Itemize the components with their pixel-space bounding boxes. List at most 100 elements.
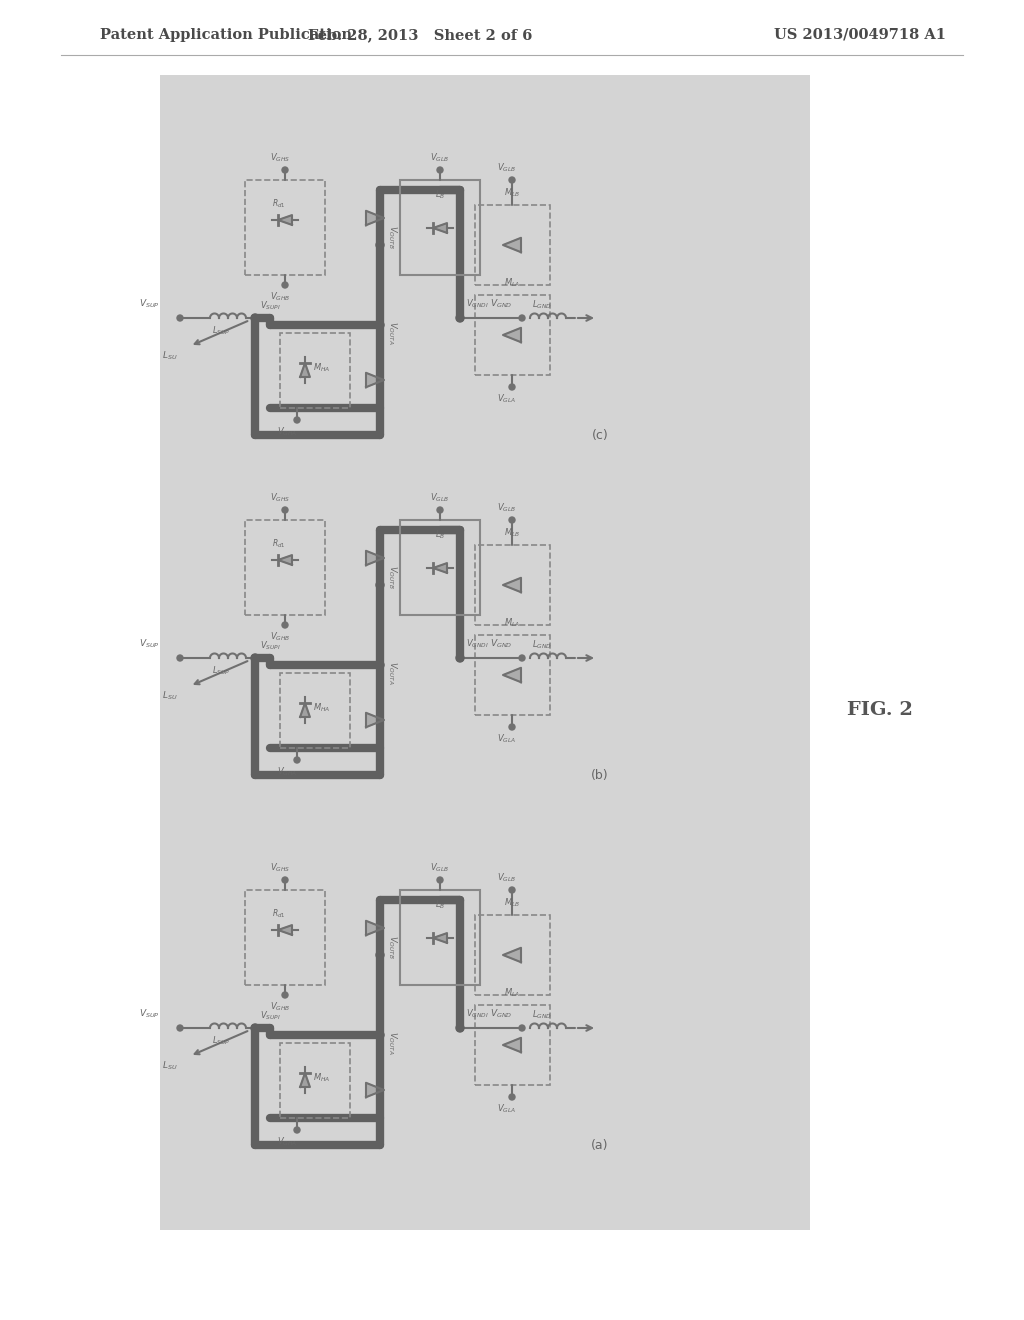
Circle shape	[282, 168, 288, 173]
Circle shape	[282, 622, 288, 628]
Circle shape	[251, 653, 259, 663]
Circle shape	[509, 517, 515, 523]
Text: $V_{GLB}$: $V_{GLB}$	[498, 162, 516, 174]
Bar	[475, 545, 550, 624]
Text: $V_{GHA}$: $V_{GHA}$	[276, 766, 297, 779]
Text: $V_{GND}$: $V_{GND}$	[489, 638, 512, 651]
Text: $V_{GHA}$: $V_{GHA}$	[276, 1135, 297, 1148]
Text: (b): (b)	[591, 768, 609, 781]
Bar	[400, 180, 480, 275]
Text: $L_B$: $L_B$	[435, 899, 445, 911]
Polygon shape	[366, 1082, 384, 1097]
Text: $M_{LA}$: $M_{LA}$	[504, 987, 520, 999]
Text: $V_{GHS}$: $V_{GHS}$	[270, 862, 290, 874]
Text: $V_{GLB}$: $V_{GLB}$	[430, 492, 450, 504]
Text: $V_{GLA}$: $V_{GLA}$	[498, 733, 516, 746]
Polygon shape	[300, 363, 310, 378]
Text: $V_{OUTB}$: $V_{OUTB}$	[386, 224, 398, 249]
Bar	[280, 673, 350, 748]
Circle shape	[509, 177, 515, 183]
Text: $V_{GLB}$: $V_{GLB}$	[430, 152, 450, 164]
Circle shape	[519, 655, 525, 661]
Circle shape	[437, 168, 443, 173]
Circle shape	[456, 314, 464, 322]
Polygon shape	[433, 933, 447, 942]
Polygon shape	[300, 704, 310, 717]
Text: $M_{LB}$: $M_{LB}$	[504, 186, 520, 199]
Text: $M_{LB}$: $M_{LB}$	[504, 527, 520, 540]
Circle shape	[376, 242, 384, 249]
Circle shape	[437, 507, 443, 513]
Text: $V_{OUTB}$: $V_{OUTB}$	[386, 565, 398, 589]
Circle shape	[376, 661, 384, 669]
Polygon shape	[433, 223, 447, 232]
Circle shape	[456, 1024, 464, 1032]
Text: $V_{GNDI}$: $V_{GNDI}$	[466, 1007, 488, 1020]
Text: (a): (a)	[591, 1138, 608, 1151]
Text: Patent Application Publication: Patent Application Publication	[100, 28, 352, 42]
Circle shape	[294, 417, 300, 422]
Bar	[475, 1005, 550, 1085]
Text: $V_{SUP}$: $V_{SUP}$	[139, 638, 160, 651]
Text: $L_{SU}$: $L_{SU}$	[162, 1060, 178, 1072]
Text: $V_{OUTA}$: $V_{OUTA}$	[386, 1031, 398, 1055]
Circle shape	[437, 876, 443, 883]
Text: $V_{GNDI}$: $V_{GNDI}$	[466, 298, 488, 310]
Polygon shape	[503, 327, 521, 342]
Bar	[280, 333, 350, 408]
Text: $M_{HA}$: $M_{HA}$	[313, 702, 331, 714]
Bar	[475, 635, 550, 715]
Text: $L_{GND}$: $L_{GND}$	[532, 298, 552, 312]
Polygon shape	[366, 372, 384, 387]
Circle shape	[509, 1094, 515, 1100]
Bar	[475, 294, 550, 375]
Circle shape	[509, 723, 515, 730]
Text: $V_{GLB}$: $V_{GLB}$	[498, 871, 516, 884]
Text: $V_{GLB}$: $V_{GLB}$	[498, 502, 516, 515]
Text: $V_{SUP}$: $V_{SUP}$	[139, 1007, 160, 1020]
Text: $V_{GHA}$: $V_{GHA}$	[276, 426, 297, 438]
Bar	[400, 890, 480, 985]
Circle shape	[177, 1026, 183, 1031]
Bar	[245, 180, 325, 275]
Circle shape	[376, 1031, 384, 1039]
Text: $V_{GHB}$: $V_{GHB}$	[269, 631, 290, 643]
Text: $L_{SU}$: $L_{SU}$	[162, 690, 178, 702]
Bar	[400, 520, 480, 615]
Text: $V_{GHB}$: $V_{GHB}$	[269, 290, 290, 304]
Circle shape	[376, 950, 384, 960]
Circle shape	[282, 993, 288, 998]
Circle shape	[519, 315, 525, 321]
Text: $M_{LB}$: $M_{LB}$	[504, 896, 520, 909]
Text: $V_{GND}$: $V_{GND}$	[489, 1007, 512, 1020]
Circle shape	[519, 1026, 525, 1031]
Text: $V_{OUTB}$: $V_{OUTB}$	[386, 935, 398, 958]
Text: FIG. 2: FIG. 2	[847, 701, 913, 719]
Circle shape	[294, 1127, 300, 1133]
Text: US 2013/0049718 A1: US 2013/0049718 A1	[774, 28, 946, 42]
Bar	[245, 890, 325, 985]
Text: $V_{GHS}$: $V_{GHS}$	[270, 492, 290, 504]
Circle shape	[251, 1024, 259, 1032]
Circle shape	[509, 887, 515, 894]
Text: $V_{GLA}$: $V_{GLA}$	[498, 1102, 516, 1115]
Circle shape	[376, 581, 384, 589]
Polygon shape	[278, 925, 292, 935]
Text: Feb. 28, 2013   Sheet 2 of 6: Feb. 28, 2013 Sheet 2 of 6	[308, 28, 532, 42]
Circle shape	[282, 876, 288, 883]
Text: $M_{LA}$: $M_{LA}$	[504, 277, 520, 289]
Polygon shape	[366, 211, 384, 226]
Polygon shape	[366, 550, 384, 565]
Circle shape	[251, 314, 259, 322]
Polygon shape	[278, 215, 292, 224]
Text: $V_{GLB}$: $V_{GLB}$	[430, 862, 450, 874]
Polygon shape	[366, 921, 384, 935]
Text: $M_{HA}$: $M_{HA}$	[313, 362, 331, 375]
Polygon shape	[503, 238, 521, 252]
Text: $M_{HA}$: $M_{HA}$	[313, 1072, 331, 1084]
Text: $V_{OUTA}$: $V_{OUTA}$	[386, 321, 398, 345]
Polygon shape	[503, 1038, 521, 1052]
Bar	[245, 520, 325, 615]
Bar	[160, 75, 810, 1230]
Circle shape	[509, 384, 515, 389]
